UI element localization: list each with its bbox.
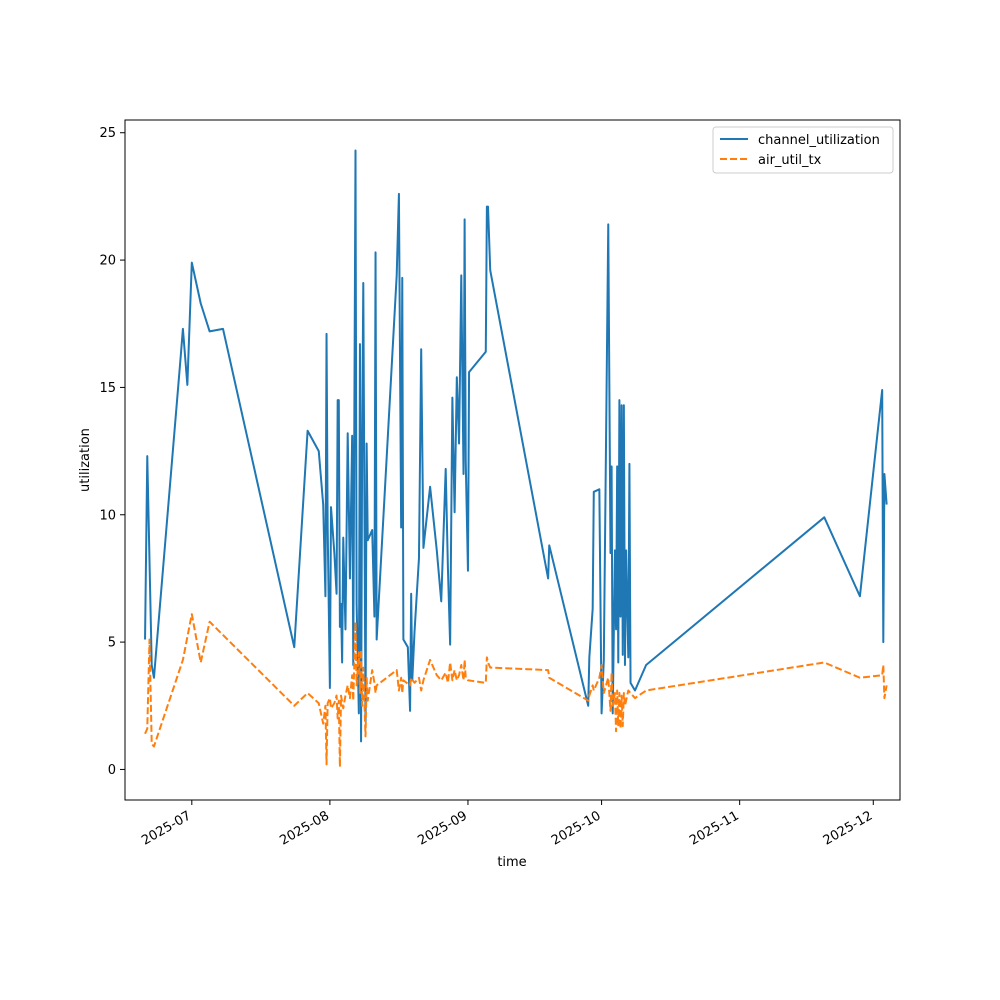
legend-label-channel-utilization: channel_utilization: [758, 133, 880, 148]
y-tick-label: 0: [108, 763, 116, 778]
y-tick-label: 10: [99, 508, 116, 523]
y-tick-label: 5: [108, 636, 116, 651]
x-axis: 2025-07 2025-08 2025-09 2025-10 2025-11 2025-…: [139, 800, 875, 849]
x-tick-label: 2025-10: [549, 808, 604, 848]
plot-frame: [124, 119, 901, 801]
legend: channel_utilization air_util_tx: [712, 126, 894, 174]
x-tick-label: 2025-08: [277, 808, 332, 848]
y-tick-label: 25: [99, 126, 116, 141]
x-tick-label: 2025-09: [415, 808, 470, 848]
series-line-air-util-tx: [144, 613, 888, 768]
y-axis: 0 5 10 15 20 25: [99, 126, 125, 778]
y-axis-title: utilization: [78, 428, 93, 492]
y-tick-label: 15: [99, 381, 116, 396]
series-layer: [144, 149, 888, 768]
legend-label-air-util-tx: air_util_tx: [758, 153, 822, 168]
series-line-channel-utilization: [144, 149, 888, 743]
y-tick-label: 20: [99, 254, 116, 269]
x-axis-title: time: [497, 855, 526, 870]
legend-box: [712, 126, 894, 174]
x-tick-label: 2025-11: [687, 808, 742, 848]
x-tick-label: 2025-12: [821, 808, 876, 848]
x-tick-label: 2025-07: [139, 808, 194, 848]
